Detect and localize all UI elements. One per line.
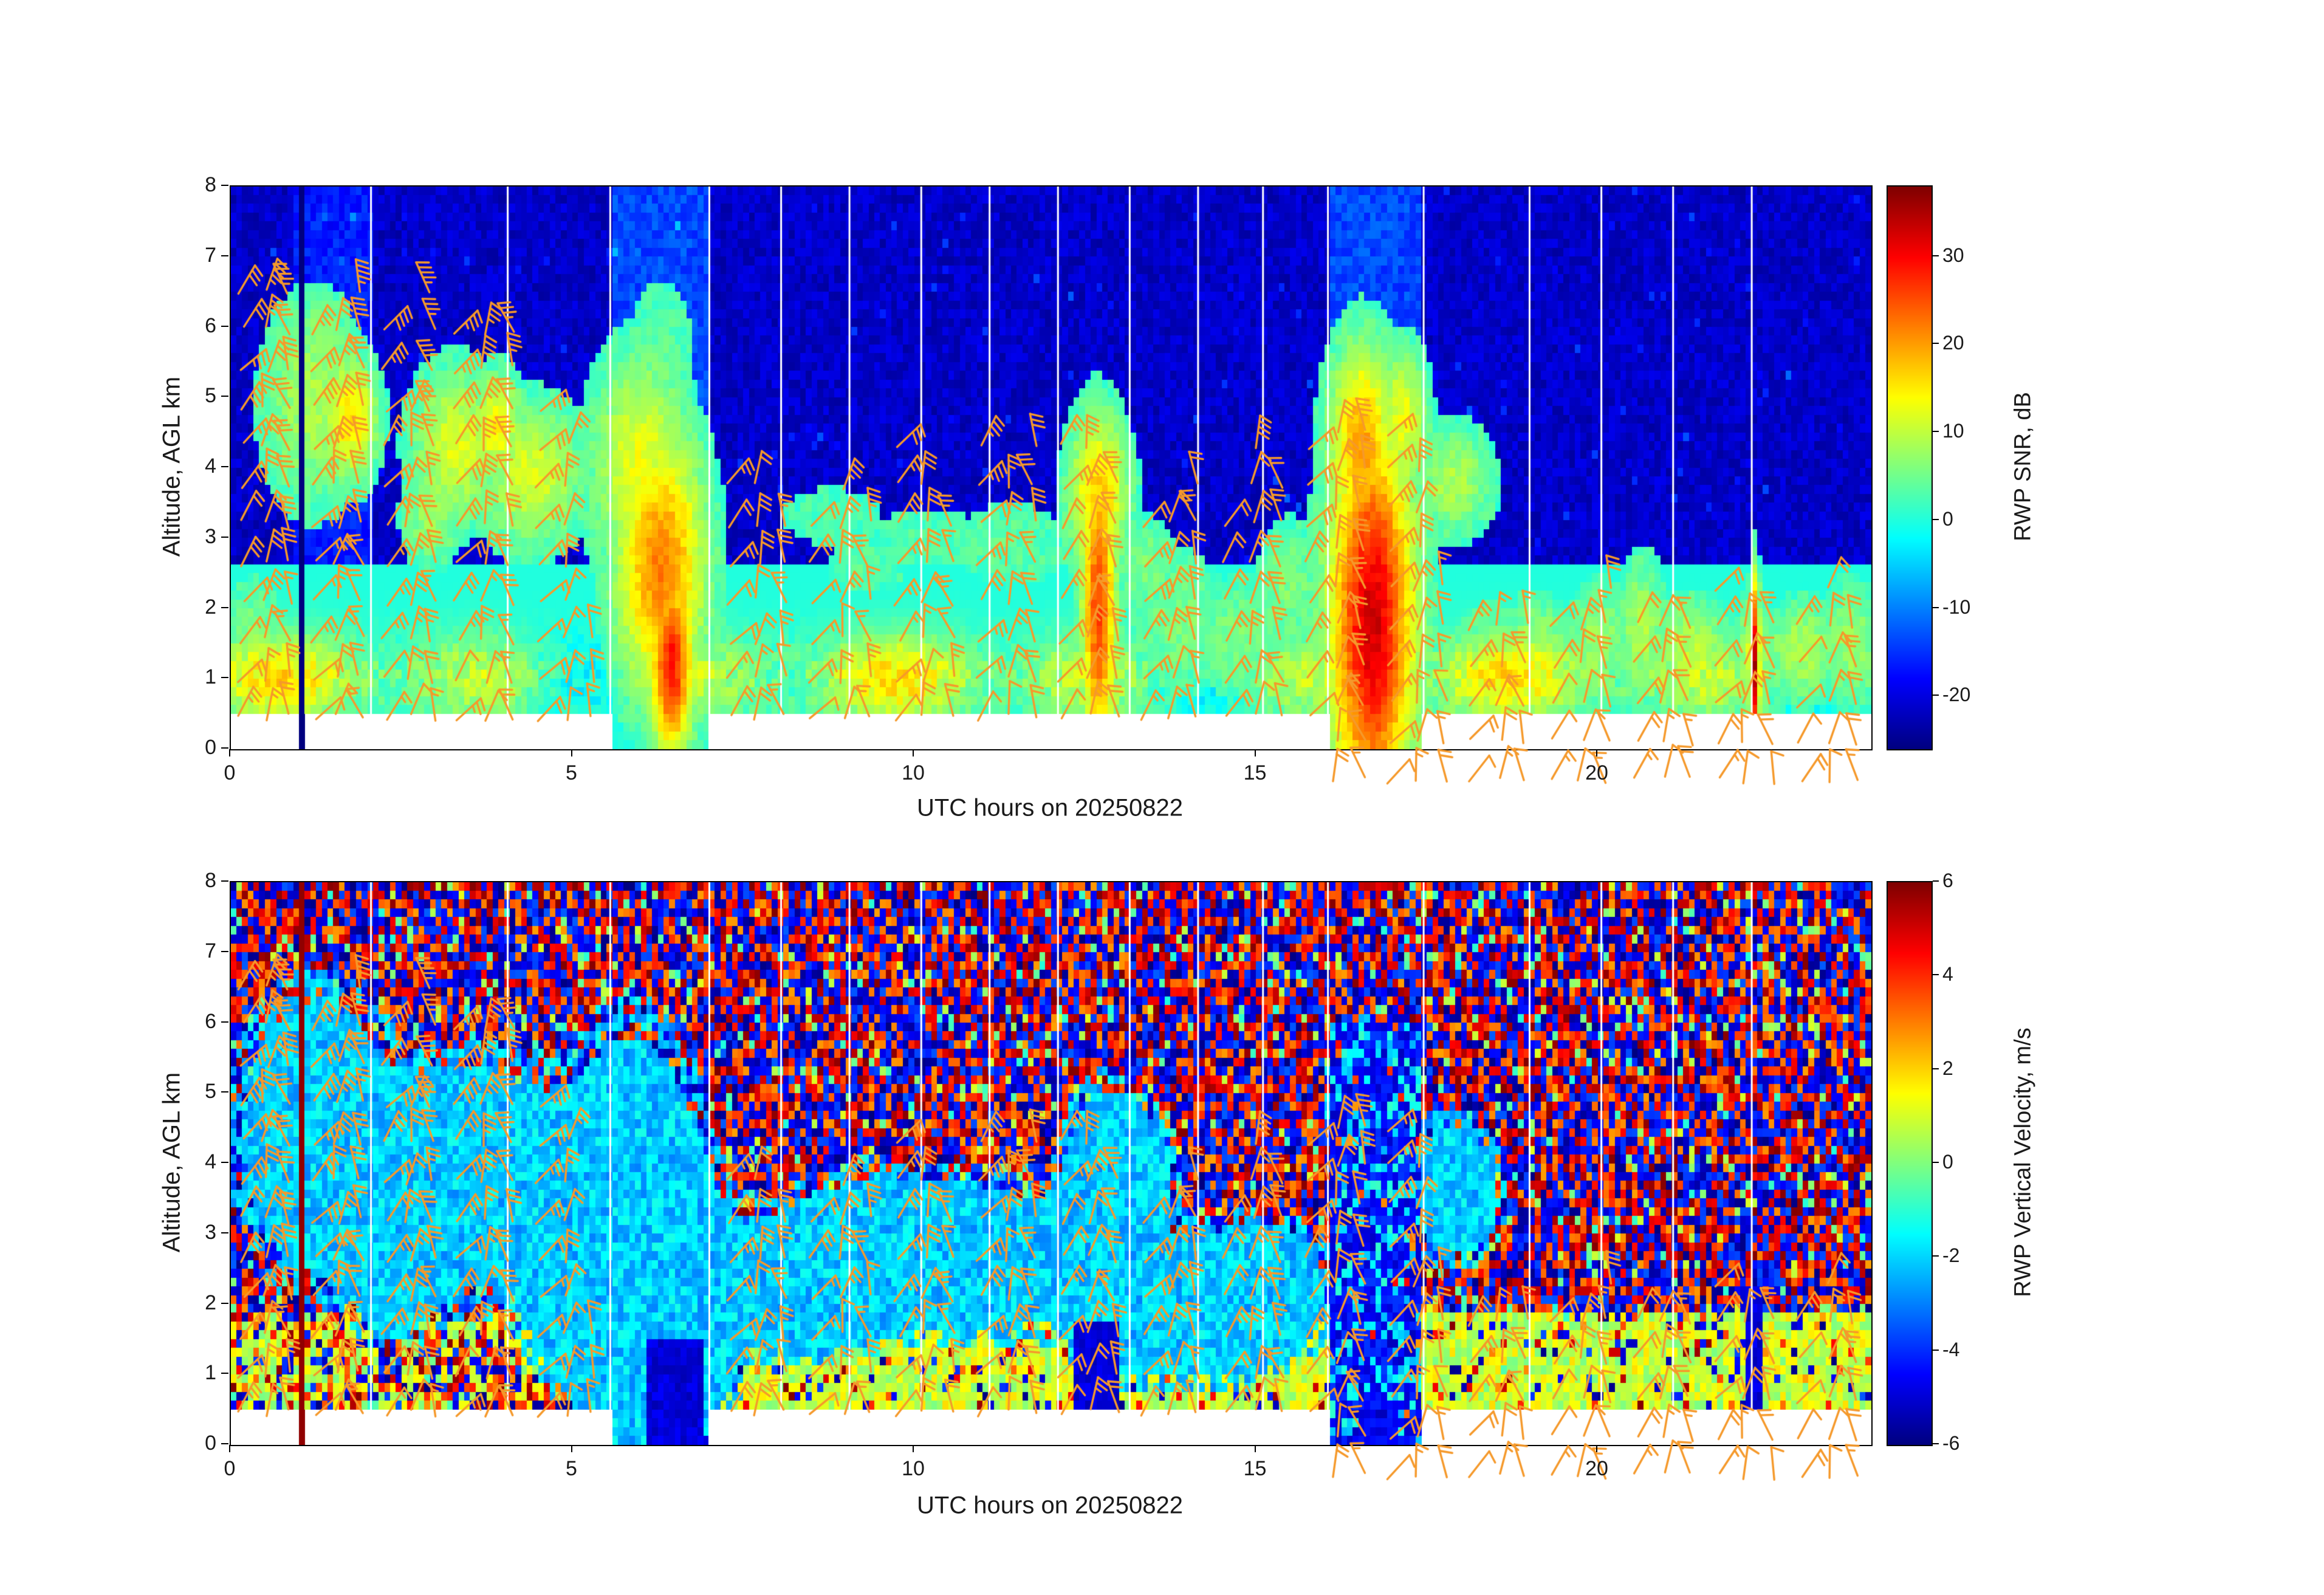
velocity-colorbar-gradient <box>1888 882 1932 1445</box>
y-tick-mark <box>221 1302 228 1304</box>
colorbar-tick-label: -6 <box>1942 1432 1960 1454</box>
colorbar-tick-label: 6 <box>1942 870 1953 891</box>
y-tick-label: 5 <box>205 1080 216 1103</box>
x-tick-label: 5 <box>566 1457 577 1480</box>
y-tick-label: 4 <box>205 454 216 478</box>
y-tick-label: 1 <box>205 1361 216 1385</box>
colorbar-tick-mark <box>1933 974 1939 976</box>
x-tick-label: 15 <box>1243 761 1267 784</box>
y-tick-mark <box>221 1373 228 1374</box>
colorbar-tick-label: -2 <box>1942 1244 1960 1267</box>
snr-heatmap <box>231 187 1871 749</box>
y-tick-label: 5 <box>205 384 216 408</box>
colorbar-tick-label: 10 <box>1942 420 1964 442</box>
y-tick-label: 7 <box>205 939 216 962</box>
y-tick-mark <box>221 950 228 952</box>
y-tick-mark <box>221 606 228 608</box>
y-tick-mark <box>221 1021 228 1023</box>
snr-colorbar <box>1887 185 1933 750</box>
x-tick-mark <box>571 749 572 756</box>
y-tick-label: 4 <box>205 1150 216 1173</box>
y-tick-mark <box>221 1232 228 1233</box>
x-tick-mark <box>1596 749 1597 756</box>
x-tick-label: 15 <box>1243 1457 1267 1480</box>
y-tick-label: 3 <box>205 1220 216 1244</box>
y-tick-label: 2 <box>205 1291 216 1314</box>
y-tick-mark <box>221 396 228 397</box>
x-tick-mark <box>229 1445 230 1452</box>
y-tick-label: 0 <box>205 1432 216 1455</box>
y-tick-mark <box>221 1091 228 1093</box>
y-tick-label: 8 <box>205 173 216 196</box>
colorbar-tick-mark <box>1933 1349 1939 1351</box>
colorbar-tick-mark <box>1933 255 1939 256</box>
colorbar-tick-label: -4 <box>1942 1338 1960 1360</box>
y-tick-mark <box>221 466 228 467</box>
x-tick-mark <box>913 1445 914 1452</box>
colorbar-tick-label: -20 <box>1942 684 1971 706</box>
x-tick-mark <box>571 1445 572 1452</box>
y-tick-label: 0 <box>205 736 216 759</box>
x-tick-label: 20 <box>1585 761 1608 784</box>
y-tick-mark <box>221 677 228 679</box>
colorbar-tick-label: 2 <box>1942 1057 1953 1079</box>
y-tick-mark <box>221 255 228 256</box>
x-tick-label: 10 <box>902 1457 925 1480</box>
x-tick-label: 10 <box>902 761 925 784</box>
colorbar-tick-mark <box>1933 1443 1939 1444</box>
x-tick-mark <box>1596 1445 1597 1452</box>
colorbar-tick-label: 0 <box>1942 1151 1953 1173</box>
y-tick-mark <box>221 1443 228 1444</box>
colorbar-tick-mark <box>1933 695 1939 696</box>
velocity-plot-area <box>230 881 1873 1502</box>
colorbar-tick-label: 4 <box>1942 963 1953 986</box>
y-tick-label: 6 <box>205 314 216 337</box>
x-tick-mark <box>229 749 230 756</box>
y-tick-mark <box>221 325 228 327</box>
colorbar-tick-label: 30 <box>1942 244 1964 266</box>
x-tick-label: 0 <box>224 761 236 784</box>
x-tick-mark <box>913 749 914 756</box>
y-tick-label: 1 <box>205 665 216 689</box>
colorbar-tick-mark <box>1933 1255 1939 1257</box>
y-tick-label: 2 <box>205 595 216 619</box>
x-tick-mark <box>1254 1445 1256 1452</box>
snr-plot-area <box>230 185 1873 806</box>
velocity-colorbar-label: RWP Vertical Velocity, m/s <box>2010 1027 2036 1297</box>
y-tick-label: 6 <box>205 1009 216 1033</box>
x-tick-label: 0 <box>224 1457 236 1480</box>
velocity-colorbar <box>1887 881 1933 1446</box>
colorbar-tick-mark <box>1933 431 1939 433</box>
colorbar-tick-mark <box>1933 880 1939 882</box>
y-tick-mark <box>221 747 228 749</box>
colorbar-tick-label: 20 <box>1942 332 1964 354</box>
snr-x-axis-label: UTC hours on 20250822 <box>916 794 1184 822</box>
y-tick-mark <box>221 185 228 186</box>
colorbar-tick-mark <box>1933 606 1939 608</box>
colorbar-tick-mark <box>1933 1068 1939 1069</box>
y-tick-mark <box>221 1162 228 1163</box>
y-tick-mark <box>221 880 228 882</box>
snr-colorbar-gradient <box>1888 187 1932 749</box>
y-tick-mark <box>221 536 228 538</box>
colorbar-tick-mark <box>1933 343 1939 345</box>
y-tick-label: 3 <box>205 524 216 548</box>
x-tick-label: 20 <box>1585 1457 1608 1480</box>
x-tick-label: 5 <box>566 761 577 784</box>
colorbar-tick-label: -10 <box>1942 595 1971 618</box>
x-tick-mark <box>1254 749 1256 756</box>
velocity-x-axis-label: UTC hours on 20250822 <box>916 1492 1184 1519</box>
colorbar-tick-label: 0 <box>1942 507 1953 530</box>
colorbar-tick-mark <box>1933 1162 1939 1163</box>
velocity-heatmap <box>231 882 1871 1445</box>
y-tick-label: 8 <box>205 869 216 892</box>
y-tick-label: 7 <box>205 243 216 267</box>
colorbar-tick-mark <box>1933 518 1939 520</box>
snr-colorbar-label: RWP SNR, dB <box>2010 392 2036 541</box>
